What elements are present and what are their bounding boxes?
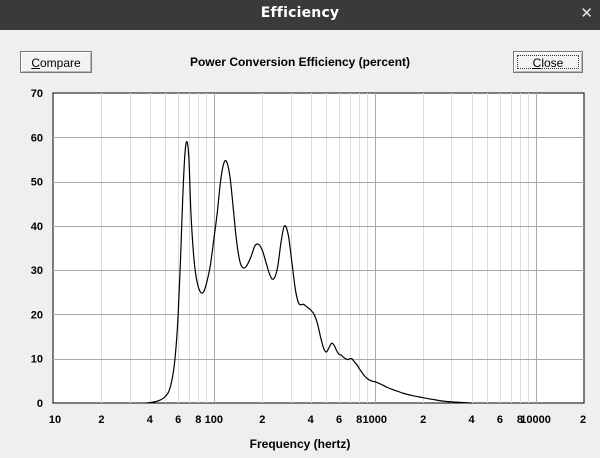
- x-tick-label: 2: [580, 414, 586, 426]
- chart-title: Power Conversion Efficiency (percent): [189, 55, 411, 69]
- y-tick-label: 20: [31, 309, 43, 321]
- x-tick-label: 2: [420, 414, 426, 426]
- x-tick-label: 2: [259, 414, 265, 426]
- close-icon[interactable]: ✕: [580, 4, 593, 22]
- window-titlebar: Efficiency ✕: [0, 0, 600, 30]
- close-button[interactable]: Close: [513, 51, 583, 73]
- grid-lines: [53, 93, 584, 403]
- y-tick-label: 30: [31, 265, 43, 277]
- compare-button-mnemonic: C: [31, 56, 40, 70]
- close-button-focus-ring: Close: [517, 55, 579, 70]
- x-tick-label: 8: [517, 414, 523, 426]
- efficiency-series-line: [146, 141, 472, 404]
- x-tick-label: 6: [497, 414, 503, 426]
- y-tick-label: 70: [31, 88, 43, 100]
- plot-area: [52, 92, 585, 404]
- series-group: [146, 141, 472, 404]
- x-tick-label: 6: [175, 414, 181, 426]
- y-tick-label: 60: [31, 132, 43, 144]
- x-tick-label: 4: [147, 414, 154, 426]
- y-tick-label: 40: [31, 221, 43, 233]
- y-axis-tick-labels: 0 10 20 30 40 50 60 70: [31, 88, 43, 410]
- compare-button-label: ompare: [39, 56, 81, 70]
- close-button-label: lose: [541, 56, 564, 70]
- x-tick-label: 4: [308, 414, 315, 426]
- y-tick-label: 0: [37, 398, 43, 410]
- x-tick-label: 4: [469, 414, 476, 426]
- x-tick-label: 100: [205, 414, 223, 426]
- x-tick-label: 10: [49, 414, 61, 426]
- compare-button[interactable]: Compare: [20, 51, 92, 73]
- window-title: Efficiency: [260, 5, 340, 21]
- x-tick-label: 10000: [520, 414, 551, 426]
- y-tick-label: 50: [31, 177, 43, 189]
- x-tick-label: 2: [98, 414, 104, 426]
- x-tick-label: 8: [356, 414, 362, 426]
- x-tick-label: 6: [336, 414, 342, 426]
- x-tick-label: 8: [195, 414, 201, 426]
- x-axis-title: Frequency (hertz): [249, 437, 351, 451]
- y-tick-label: 10: [31, 354, 43, 366]
- x-tick-label: 1000: [362, 414, 386, 426]
- close-button-mnemonic: C: [532, 56, 542, 70]
